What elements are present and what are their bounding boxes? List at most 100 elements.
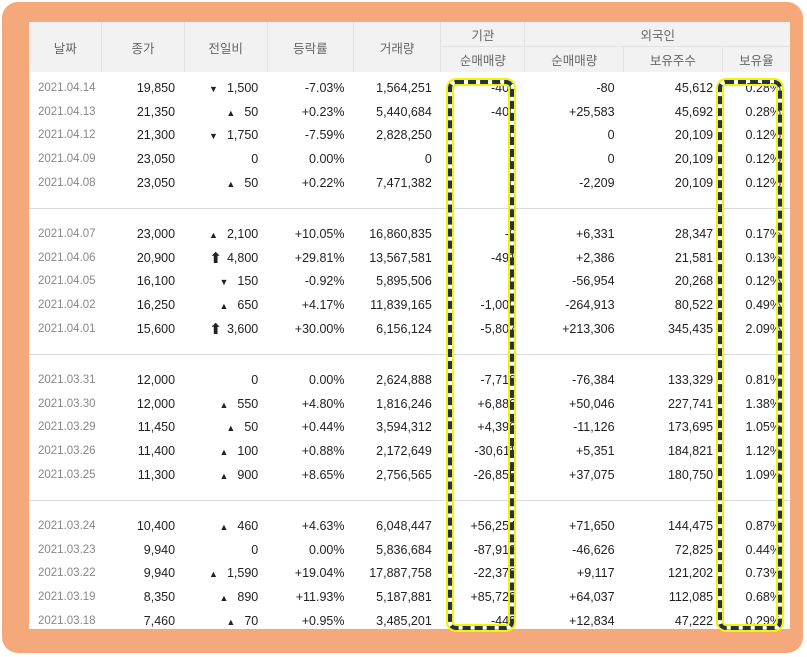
foreign-ratio-cell: 0.29% — [745, 614, 781, 629]
header-foreign-net: 순매매량 — [524, 46, 624, 72]
down-triangle-icon: ▼ — [219, 277, 229, 288]
foreign-hold-cell: 28,347 — [674, 226, 714, 241]
rate-cell: +19.04% — [294, 566, 345, 581]
table-row: 2021.03.30 12,000 ▲ 550 +4.80% 1,816,246 +6,88… — [29, 392, 790, 416]
foreign-hold-cell: 21,581 — [674, 250, 714, 265]
change-value: 460 — [237, 518, 259, 533]
volume-cell: 11,839,165 — [370, 298, 432, 313]
institution-net-cell: -26,855 — [473, 468, 516, 483]
foreign-hold-cell: 20,109 — [674, 176, 714, 191]
rate-cell: +29.81% — [294, 250, 345, 265]
volume-cell: 5,836,684 — [376, 542, 432, 557]
rate-cell: -7.03% — [304, 80, 345, 95]
foreign-ratio-cell: 0.87% — [745, 518, 781, 533]
header-foreign: 외국인 — [524, 22, 790, 47]
foreign-ratio-cell: 0.44% — [745, 542, 781, 557]
change-cell: ▲ 1,590 — [184, 562, 267, 586]
volume-cell: 2,172,649 — [376, 444, 432, 459]
close-price-cell: 16,100 — [136, 274, 176, 289]
rate-cell: 0.00% — [309, 542, 345, 557]
change-cell: 0 — [184, 147, 267, 171]
volume-cell: 5,440,684 — [376, 104, 432, 119]
rate-cell: +0.44% — [301, 420, 345, 435]
foreign-ratio-cell: 0.81% — [745, 372, 781, 387]
date-cell: 2021.03.31 — [38, 373, 96, 386]
header-foreign-ratio: 보유율 — [721, 46, 790, 72]
foreign-ratio-cell: 1.05% — [745, 420, 781, 435]
institution-net-cell: -400 — [490, 104, 516, 119]
volume-cell: 17,887,758 — [369, 566, 432, 581]
change-value: 70 — [244, 614, 259, 629]
header-rate: 등락률 — [266, 22, 354, 72]
foreign-net-cell: -2,209 — [579, 176, 615, 191]
table-row: 2021.03.19 8,350 ▲ 890 +11.93% 5,187,881 +85,7… — [29, 585, 790, 609]
institution-net-cell: -87,910 — [473, 542, 516, 557]
rate-cell: +0.23% — [301, 104, 345, 119]
institution-net-cell: -7,710 — [480, 372, 516, 387]
close-price-cell: 23,000 — [136, 226, 176, 241]
up-triangle-icon: ▲ — [219, 301, 229, 312]
change-value: 150 — [237, 274, 259, 289]
foreign-hold-cell: 80,522 — [674, 298, 714, 313]
foreign-net-cell: +12,834 — [569, 614, 615, 629]
up-triangle-icon: ▲ — [219, 447, 229, 458]
foreign-net-cell: 0 — [607, 152, 615, 167]
foreign-ratio-cell: 0.12% — [745, 274, 781, 289]
close-price-cell: 12,000 — [136, 372, 176, 387]
institution-net-cell: -443 — [490, 614, 516, 629]
volume-cell: 5,895,506 — [376, 274, 432, 289]
header-volume: 거래량 — [352, 22, 441, 72]
table-row: 2021.03.25 11,300 ▲ 900 +8.65% 2,756,565 -26,8… — [29, 463, 790, 487]
rate-cell: +8.65% — [301, 468, 345, 483]
table-row: 2021.03.31 12,000 0 0.00% 2,624,888 -7,710 -76… — [29, 368, 790, 392]
foreign-hold-cell: 47,222 — [674, 614, 714, 629]
institution-net-cell: 0 — [509, 128, 516, 143]
foreign-ratio-cell: 0.28% — [745, 104, 781, 119]
row-spacer — [29, 501, 790, 514]
close-price-cell: 21,300 — [136, 128, 176, 143]
foreign-net-cell: +64,037 — [569, 590, 615, 605]
foreign-ratio-cell: 0.49% — [745, 298, 781, 313]
change-cell: ▼ 150 — [184, 270, 267, 294]
foreign-ratio-cell: 0.12% — [745, 176, 781, 191]
up-triangle-icon: ▲ — [219, 593, 229, 604]
date-cell: 2021.04.08 — [38, 177, 96, 190]
close-price-cell: 8,350 — [143, 590, 176, 605]
volume-cell: 3,485,201 — [376, 614, 432, 629]
up-triangle-icon: ▲ — [226, 179, 236, 190]
limit-up-arrow-icon: ⬆ — [209, 249, 222, 267]
table-row: 2021.03.18 7,460 ▲ 70 +0.95% 3,485,201 -443 +12… — [29, 609, 790, 633]
institution-net-cell: -400 — [490, 80, 516, 95]
volume-cell: 2,828,250 — [376, 128, 432, 143]
foreign-net-cell: 0 — [607, 128, 615, 143]
change-value: 3,600 — [226, 322, 259, 337]
change-value: 1,590 — [226, 566, 259, 581]
foreign-hold-cell: 173,695 — [667, 420, 714, 435]
volume-cell: 6,048,447 — [376, 518, 432, 533]
foreign-net-cell: +2,386 — [575, 250, 615, 265]
foreign-ratio-cell: 1.38% — [745, 396, 781, 411]
change-cell: ▲ 2,100 — [184, 222, 267, 246]
table-row: 2021.03.23 9,940 0 0.00% 5,836,684 -87,910 -46… — [29, 538, 790, 562]
rate-cell: -0.92% — [304, 274, 345, 289]
date-cell: 2021.04.02 — [38, 299, 96, 312]
change-cell: ▲ 50 — [184, 100, 267, 124]
header-change: 전일비 — [183, 22, 268, 72]
table-row: 2021.04.02 16,250 ▲ 650 +4.17% 11,839,165 -1,0… — [29, 293, 790, 317]
rate-cell: +0.95% — [301, 614, 345, 629]
foreign-ratio-cell: 0.12% — [745, 152, 781, 167]
foreign-net-cell: -76,384 — [572, 372, 615, 387]
date-cell: 2021.03.22 — [38, 567, 96, 580]
close-price-cell: 9,940 — [143, 542, 176, 557]
volume-cell: 1,816,246 — [376, 396, 432, 411]
table-row: 2021.04.06 20,900 ⬆ 4,800 +29.81% 13,567,581 -… — [29, 246, 790, 270]
institution-net-cell: 0 — [509, 152, 516, 167]
foreign-hold-cell: 20,109 — [674, 152, 714, 167]
change-cell: ▲ 50 — [184, 416, 267, 440]
date-cell: 2021.04.13 — [38, 105, 96, 118]
foreign-hold-cell: 144,475 — [667, 518, 714, 533]
change-value: 2,100 — [226, 226, 259, 241]
rate-cell: +0.22% — [301, 176, 345, 191]
volume-cell: 2,624,888 — [376, 372, 432, 387]
change-cell: ▲ 550 — [184, 392, 267, 416]
